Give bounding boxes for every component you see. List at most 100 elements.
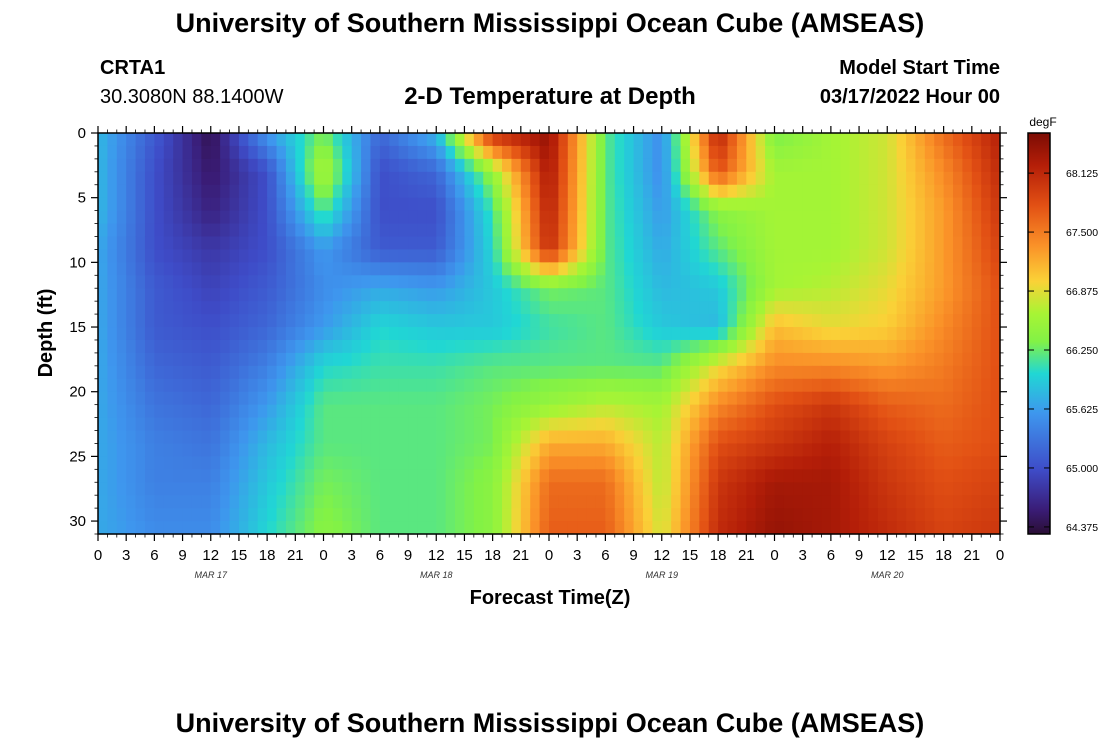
heatmap-cell [229, 391, 240, 406]
heatmap-cell [812, 430, 823, 445]
heatmap-cell [990, 210, 1001, 225]
heatmap-cell [173, 365, 184, 380]
heatmap-cell [981, 352, 992, 367]
x-tick-label: 21 [287, 547, 304, 564]
heatmap-cell [859, 275, 870, 289]
heatmap-cell [530, 210, 541, 225]
heatmap-cell [342, 145, 353, 160]
heatmap-cell [229, 495, 240, 509]
heatmap-cell [981, 262, 992, 276]
heatmap-cell [953, 443, 964, 457]
heatmap-cell [144, 262, 155, 276]
heatmap-cell [520, 339, 531, 354]
heatmap-cell [887, 430, 898, 445]
heatmap-cell [229, 469, 240, 483]
heatmap-cell [586, 314, 597, 328]
heatmap-cell [689, 508, 700, 522]
heatmap-cell [361, 210, 372, 225]
heatmap-cell [511, 158, 522, 173]
heatmap-cell [483, 327, 494, 341]
heatmap-cell [689, 236, 700, 251]
heatmap-cell [191, 249, 202, 263]
heatmap-cell [718, 197, 729, 212]
heatmap-cell [558, 133, 569, 147]
heatmap-cell [736, 236, 747, 251]
heatmap-cell [464, 443, 475, 457]
heatmap-cell [652, 197, 663, 212]
heatmap-cell [492, 378, 503, 393]
heatmap-cell [144, 210, 155, 225]
heatmap-cell [652, 352, 663, 367]
heatmap-cell [492, 184, 503, 199]
heatmap-cell [774, 314, 785, 328]
heatmap-cell [220, 133, 231, 147]
heatmap-cell [727, 456, 738, 470]
heatmap-cell [877, 158, 888, 173]
x-tick-label: 21 [738, 547, 755, 564]
heatmap-cell [642, 456, 653, 470]
heatmap-cell [182, 197, 193, 212]
heatmap-cell [934, 521, 945, 535]
heatmap-cell [116, 352, 127, 367]
heatmap-cell [229, 236, 240, 251]
heatmap-cell [417, 365, 428, 380]
heatmap-cell [549, 365, 559, 380]
x-tick-label: 0 [996, 547, 1004, 564]
heatmap-cell [304, 249, 315, 263]
heatmap-cell [736, 288, 747, 302]
heatmap-cell [98, 288, 108, 302]
heatmap-cell [229, 223, 240, 238]
heatmap-cell [727, 469, 738, 483]
heatmap-cell [116, 417, 127, 432]
heatmap-cell [285, 443, 296, 457]
heatmap-cell [276, 495, 287, 509]
heatmap-cell [295, 171, 306, 186]
heatmap-cell [558, 314, 569, 328]
heatmap-cell [953, 495, 964, 509]
heatmap-cell [934, 430, 945, 445]
heatmap-cell [755, 391, 766, 406]
heatmap-cell [238, 482, 249, 496]
heatmap-cell [126, 339, 137, 354]
heatmap-cell [191, 210, 202, 225]
heatmap-cell [229, 171, 240, 186]
heatmap-cell [389, 210, 400, 225]
heatmap-cell [849, 482, 860, 496]
heatmap-cell [163, 327, 174, 341]
heatmap-cell [332, 443, 343, 457]
heatmap-cell [436, 378, 447, 393]
heatmap-cell [830, 327, 841, 341]
heatmap-cell [116, 262, 127, 276]
heatmap-cell [314, 197, 325, 212]
heatmap-cell [661, 391, 672, 406]
heatmap-cell [530, 223, 541, 238]
heatmap-cell [746, 521, 757, 535]
heatmap-cell [389, 417, 400, 432]
heatmap-cell [614, 339, 625, 354]
heatmap-cell [906, 482, 917, 496]
heatmap-cell [389, 301, 400, 315]
heatmap-cell [520, 378, 531, 393]
heatmap-cell [887, 184, 898, 199]
heatmap-cell [342, 521, 353, 535]
heatmap-cell [323, 223, 334, 238]
heatmap-cell [812, 469, 823, 483]
heatmap-cell [201, 314, 212, 328]
heatmap-cell [830, 508, 841, 522]
heatmap-cell [812, 171, 823, 186]
heatmap-cell [830, 352, 841, 367]
heatmap-cell [924, 288, 935, 302]
heatmap-cell [614, 288, 625, 302]
heatmap-cell [520, 495, 531, 509]
heatmap-cell [267, 314, 278, 328]
heatmap-cell [549, 158, 559, 173]
heatmap-cell [511, 249, 522, 263]
heatmap-cell [314, 508, 325, 522]
heatmap-cell [727, 443, 738, 457]
heatmap-cell [953, 223, 964, 238]
heatmap-cell [436, 327, 447, 341]
heatmap-cell [765, 210, 776, 225]
heatmap-cell [276, 314, 287, 328]
heatmap-cell [276, 482, 287, 496]
heatmap-cell [426, 508, 437, 522]
